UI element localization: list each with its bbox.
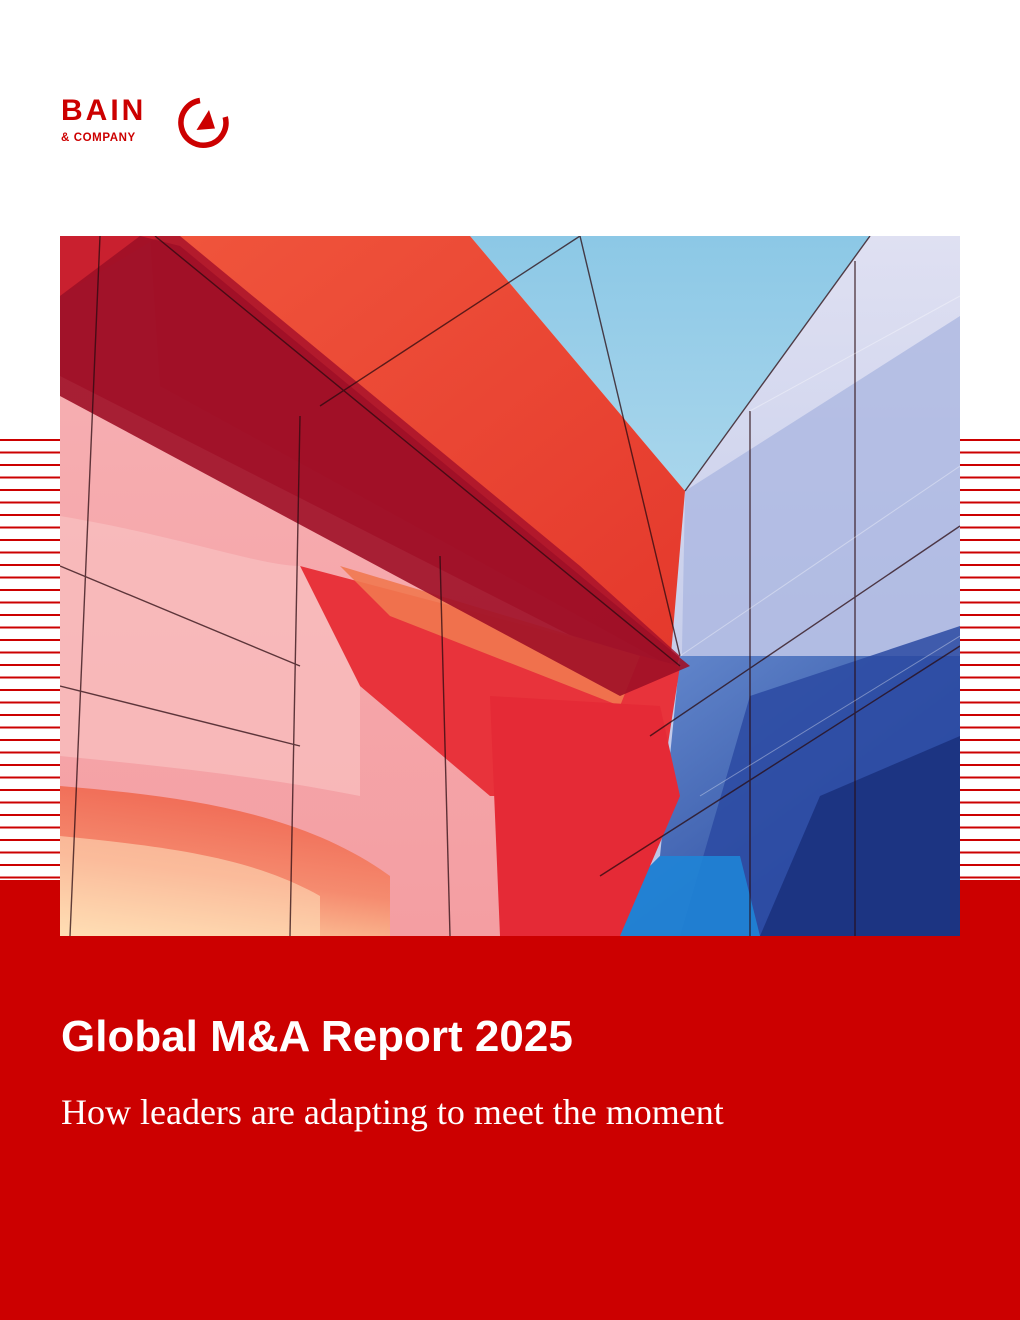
red-footer-band bbox=[0, 880, 1020, 1320]
compass-icon bbox=[178, 97, 229, 148]
report-title: Global M&A Report 2025 bbox=[61, 1012, 573, 1061]
bain-logo: BAIN & COMPANY bbox=[61, 96, 231, 148]
logo-wordmark: BAIN bbox=[61, 94, 147, 127]
logo-subline: & COMPANY bbox=[61, 132, 136, 144]
report-subtitle: How leaders are adapting to meet the mom… bbox=[61, 1092, 724, 1132]
cover-architecture-image bbox=[60, 236, 960, 936]
left-stripe-decoration bbox=[0, 439, 60, 879]
right-stripe-decoration bbox=[960, 439, 1020, 879]
